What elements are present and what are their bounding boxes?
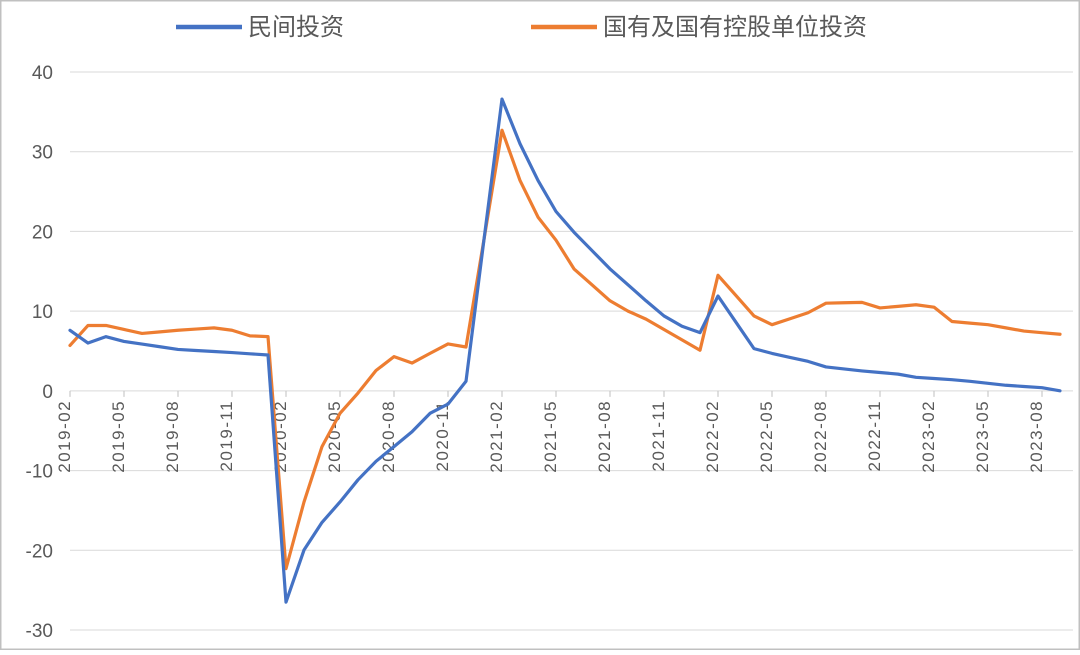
svg-text:10: 10 <box>32 302 53 323</box>
svg-text:2019-08: 2019-08 <box>163 400 182 473</box>
svg-text:2022-02: 2022-02 <box>703 400 722 473</box>
svg-text:2019-05: 2019-05 <box>109 400 128 473</box>
svg-text:2022-08: 2022-08 <box>811 400 830 473</box>
svg-text:0: 0 <box>42 382 53 403</box>
svg-text:2021-08: 2021-08 <box>595 400 614 473</box>
svg-text:国有及国有控股单位投资: 国有及国有控股单位投资 <box>603 14 867 41</box>
svg-text:30: 30 <box>32 143 53 164</box>
svg-text:2023-08: 2023-08 <box>1027 400 1046 473</box>
svg-text:-10: -10 <box>26 462 53 483</box>
svg-text:民间投资: 民间投资 <box>248 14 344 41</box>
svg-text:2019-11: 2019-11 <box>217 400 236 472</box>
svg-text:2022-11: 2022-11 <box>865 400 884 472</box>
svg-text:-30: -30 <box>26 621 53 642</box>
svg-text:2023-05: 2023-05 <box>973 400 992 473</box>
svg-text:2022-05: 2022-05 <box>757 400 776 473</box>
svg-text:2021-05: 2021-05 <box>541 400 560 473</box>
svg-text:2023-02: 2023-02 <box>919 400 938 473</box>
svg-text:-20: -20 <box>26 541 53 562</box>
svg-text:40: 40 <box>32 63 53 84</box>
svg-text:2021-11: 2021-11 <box>649 400 668 472</box>
svg-text:2020-08: 2020-08 <box>379 400 398 473</box>
svg-text:2021-02: 2021-02 <box>487 400 506 473</box>
svg-text:2019-02: 2019-02 <box>55 400 74 473</box>
svg-text:20: 20 <box>32 222 53 243</box>
